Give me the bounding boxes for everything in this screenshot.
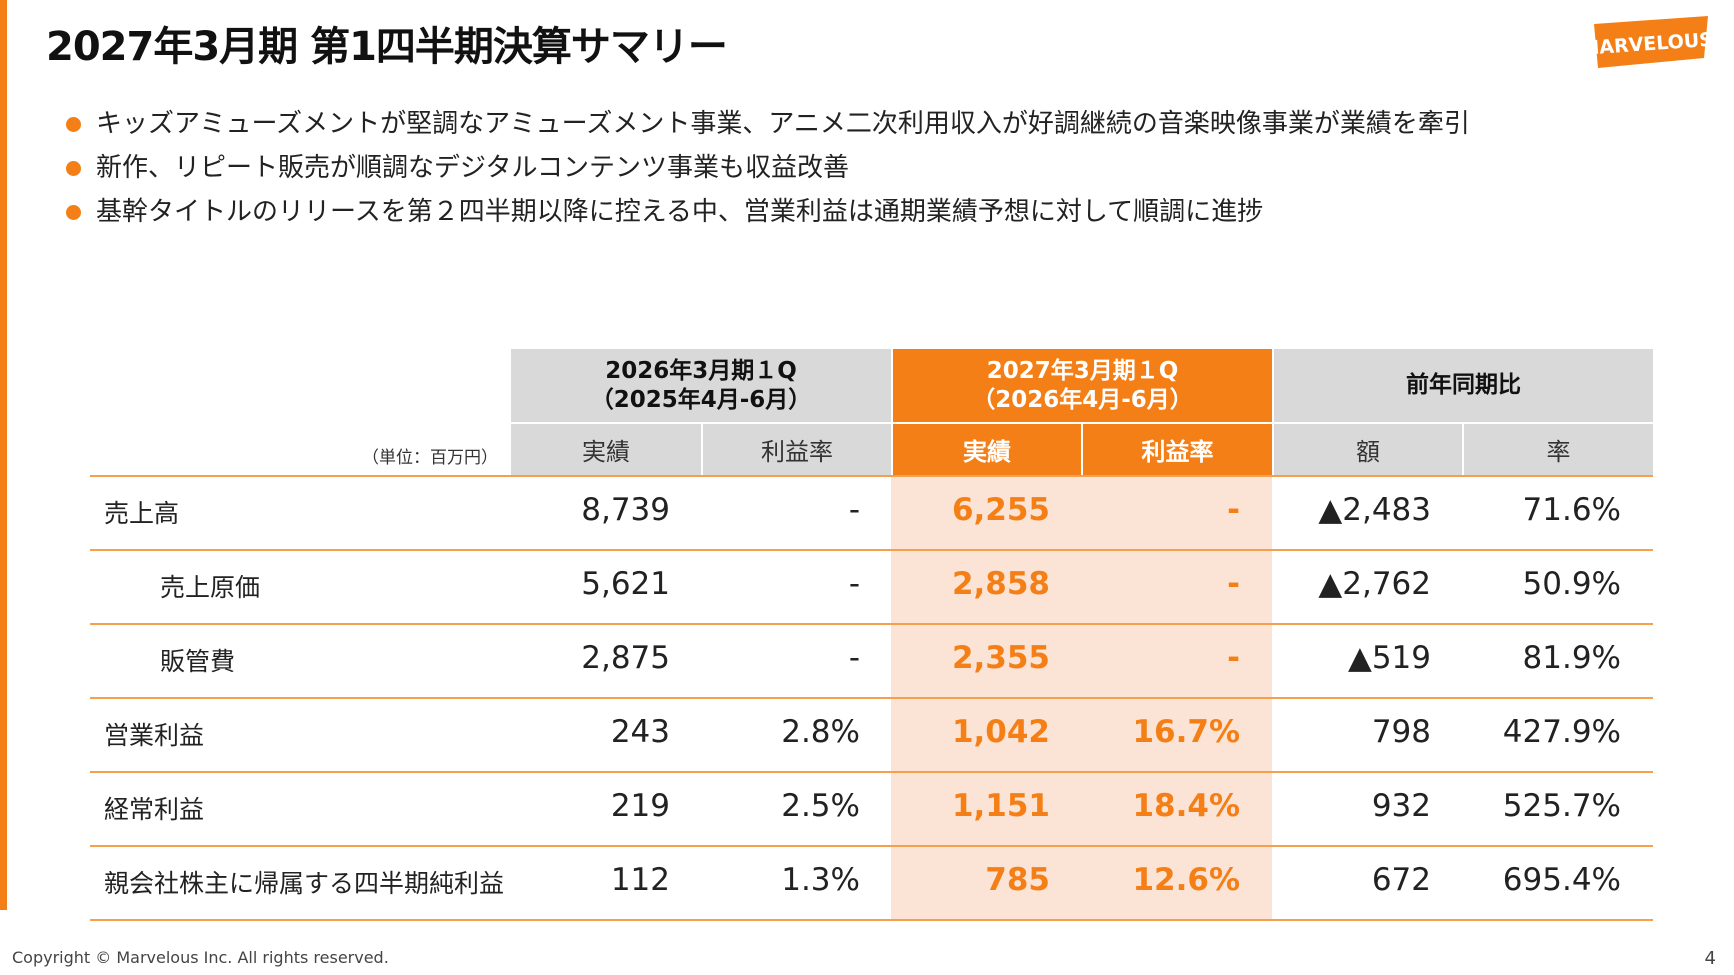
cell-prev-actual: 243 <box>610 714 670 750</box>
cell-yoy-rate: 50.9% <box>1522 566 1621 602</box>
cell-prev-actual: 112 <box>610 862 670 898</box>
row-label-operating-profit: 営業利益 <box>104 721 205 750</box>
cell-prev-margin: - <box>848 566 860 602</box>
page-title: 2027年3月期 第1四半期決算サマリー <box>46 24 728 70</box>
cell-cur-actual: 2,858 <box>951 566 1050 602</box>
cell-yoy-amount: ▲2,762 <box>1318 566 1431 602</box>
cell-cur-margin: - <box>1227 492 1240 528</box>
cell-prev-actual: 8,739 <box>581 492 670 528</box>
subheader-cur-actual: 実績 <box>891 424 1081 475</box>
bullet-item: 基幹タイトルのリリースを第２四半期以降に控える中、営業利益は通期業績予想に対して… <box>66 194 1470 238</box>
marvelous-logo: MARVELOUS! <box>1592 16 1710 68</box>
cell-cur-margin: 16.7% <box>1132 714 1240 750</box>
bullet-item: 新作、リピート販売が順調なデジタルコンテンツ事業も収益改善 <box>66 150 1470 194</box>
cell-yoy-amount: ▲2,483 <box>1318 492 1431 528</box>
row-divider <box>90 771 1653 773</box>
cell-prev-margin: - <box>848 492 860 528</box>
row-divider <box>90 919 1653 921</box>
bullet-dot-icon <box>66 205 81 220</box>
row-divider <box>90 697 1653 699</box>
row-divider <box>90 549 1653 551</box>
header-yoy: 前年同期比 <box>1272 349 1653 422</box>
cell-prev-margin: 2.5% <box>781 788 860 824</box>
subheader-prev-margin: 利益率 <box>701 424 891 475</box>
cell-cur-actual: 1,151 <box>951 788 1050 824</box>
bullet-dot-icon <box>66 117 81 132</box>
header-current-period: 2027年3月期１Q （2026年4月‐6月） <box>891 349 1272 422</box>
cell-cur-actual: 785 <box>985 862 1050 898</box>
bullet-dot-icon <box>66 161 81 176</box>
cell-cur-margin: - <box>1227 566 1240 602</box>
row-divider <box>90 475 1653 477</box>
cell-prev-margin: - <box>848 640 860 676</box>
subheader-yoy-rate: 率 <box>1462 424 1653 475</box>
cell-yoy-amount: 672 <box>1371 862 1431 898</box>
cell-yoy-amount: ▲519 <box>1347 640 1431 676</box>
cell-yoy-rate: 81.9% <box>1522 640 1621 676</box>
cell-yoy-rate: 427.9% <box>1502 714 1621 750</box>
row-label-ordinary-profit: 経常利益 <box>104 795 205 824</box>
header-prev-period: 2026年3月期１Q （2025年4月‐6月） <box>511 349 891 422</box>
page-number: 4 <box>1704 948 1716 969</box>
copyright-footer: Copyright © Marvelous Inc. All rights re… <box>12 948 389 967</box>
cell-cur-actual: 1,042 <box>951 714 1050 750</box>
bullet-item: キッズアミューズメントが堅調なアミューズメント事業、アニメ二次利用収入が好調継続… <box>66 106 1470 150</box>
cell-yoy-rate: 525.7% <box>1502 788 1621 824</box>
subheader-prev-actual: 実績 <box>511 424 701 475</box>
row-label-sga: 販管費 <box>160 647 236 676</box>
results-table: 2026年3月期１Q （2025年4月‐6月） 2027年3月期１Q （2026年4… <box>90 349 1653 921</box>
row-divider <box>90 623 1653 625</box>
cell-prev-actual: 5,621 <box>581 566 670 602</box>
accent-bar <box>0 0 7 910</box>
row-label-sales: 売上高 <box>104 499 180 528</box>
cell-prev-actual: 2,875 <box>581 640 670 676</box>
summary-bullets: キッズアミューズメントが堅調なアミューズメント事業、アニメ二次利用収入が好調継続… <box>66 106 1470 238</box>
cell-prev-actual: 219 <box>610 788 670 824</box>
cell-yoy-amount: 932 <box>1371 788 1431 824</box>
cell-yoy-rate: 71.6% <box>1522 492 1621 528</box>
subheader-cur-margin: 利益率 <box>1081 424 1272 475</box>
row-label-cost-of-sales: 売上原価 <box>160 573 261 602</box>
cell-yoy-rate: 695.4% <box>1502 862 1621 898</box>
cell-yoy-amount: 798 <box>1371 714 1431 750</box>
cell-cur-actual: 6,255 <box>951 492 1050 528</box>
row-divider <box>90 845 1653 847</box>
cell-cur-margin: 18.4% <box>1132 788 1240 824</box>
cell-cur-margin: 12.6% <box>1132 862 1240 898</box>
subheader-yoy-amount: 額 <box>1272 424 1462 475</box>
cell-prev-margin: 2.8% <box>781 714 860 750</box>
cell-cur-actual: 2,355 <box>951 640 1050 676</box>
row-label-net-profit: 親会社株主に帰属する四半期純利益 <box>104 869 505 898</box>
unit-label: （単位：百万円） <box>362 448 498 468</box>
cell-prev-margin: 1.3% <box>781 862 860 898</box>
cell-cur-margin: - <box>1227 640 1240 676</box>
